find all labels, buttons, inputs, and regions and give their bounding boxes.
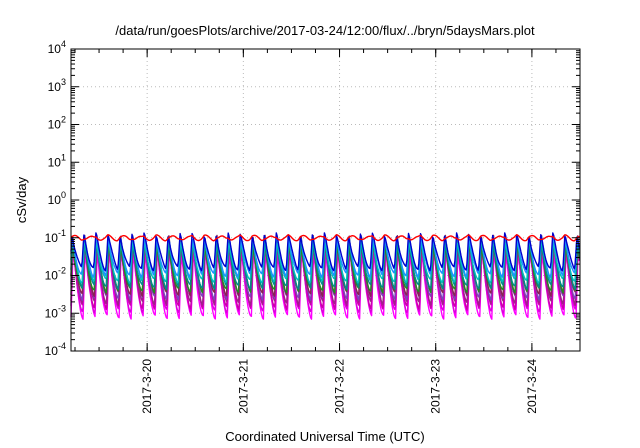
series-line bbox=[70, 232, 581, 272]
x-tick-label: 2017-3-20 bbox=[140, 359, 154, 414]
x-tick-label: 2017-3-22 bbox=[333, 359, 347, 414]
y-tick-label: 10-1 bbox=[45, 228, 66, 245]
chart-title: /data/run/goesPlots/archive/2017-03-24/1… bbox=[115, 23, 535, 38]
y-tick-label: 10-2 bbox=[45, 266, 66, 283]
y-tick-label: 102 bbox=[48, 115, 66, 132]
y-tick-label: 101 bbox=[48, 152, 66, 169]
series-layer bbox=[70, 232, 581, 320]
y-tick-label: 100 bbox=[48, 190, 66, 207]
y-tick-label: 10-3 bbox=[45, 303, 66, 320]
x-tick-label: 2017-3-24 bbox=[525, 359, 539, 414]
y-axis-label: cSv/day bbox=[14, 176, 29, 223]
x-axis-label: Coordinated Universal Time (UTC) bbox=[225, 429, 424, 444]
series-line bbox=[70, 233, 580, 242]
y-tick-label: 104 bbox=[48, 39, 66, 56]
x-tick-labels: 2017-3-20 2017-3-21 2017-3-22 2017-3-23 2017… bbox=[140, 359, 539, 414]
y-tick-labels: 104 103 102 101 100 10-1 10-2 10-3 10-4 bbox=[45, 39, 66, 358]
y-tick-label: 10-4 bbox=[45, 341, 66, 358]
x-tick-label: 2017-3-21 bbox=[236, 359, 250, 414]
ticks-layer bbox=[71, 48, 581, 352]
x-tick-label: 2017-3-23 bbox=[429, 359, 443, 414]
y-tick-label: 103 bbox=[48, 77, 66, 94]
